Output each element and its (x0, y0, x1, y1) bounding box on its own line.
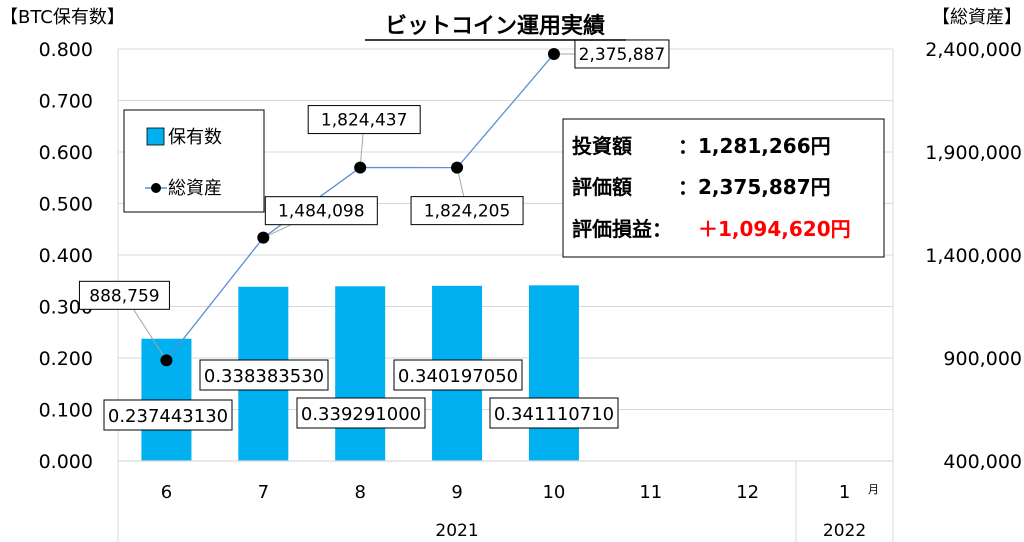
data-label-holdings: 0.339291000 (301, 404, 421, 425)
x-tick-label: 12 (736, 482, 759, 503)
marker-total-assets (160, 354, 173, 367)
right-tick-label: 1,900,000 (925, 142, 1022, 164)
bar-holdings (528, 285, 579, 461)
invest-label: 投資額 (572, 134, 632, 158)
data-label-box (410, 196, 524, 226)
left-tick-label: 0.700 (39, 91, 93, 113)
data-label-holdings: 0.338383530 (204, 366, 324, 387)
data-label-total-assets: 888,759 (89, 286, 159, 306)
marker-total-assets (451, 161, 464, 174)
chart-title: ビットコイン運用実績 (385, 13, 605, 39)
eval-label: 評価額 (572, 175, 632, 199)
legend-bar-label: 保有数 (168, 127, 222, 148)
pl-label: 評価損益： (572, 217, 672, 241)
legend-line-marker (151, 183, 161, 193)
year-label: 2021 (435, 521, 478, 541)
summary-box: 投資額 ：1,281,266円 評価額 ：2,375,887円 評価損益： ＋1… (562, 118, 885, 258)
legend: 保有数 総資産 (123, 109, 265, 213)
data-label-total-assets: 2,375,887 (579, 45, 666, 65)
data-label-box (199, 359, 329, 391)
left-tick-label: 0.000 (39, 451, 93, 473)
marker-total-assets (257, 231, 270, 244)
data-label-holdings: 0.237443130 (108, 406, 228, 427)
x-tick-label: 8 (354, 482, 365, 503)
data-label-box (103, 399, 233, 431)
summary-box-frame (562, 118, 885, 258)
data-label-box (296, 397, 426, 429)
data-label-total-assets: 1,824,205 (424, 202, 511, 222)
left-tick-label: 0.600 (39, 142, 93, 164)
left-tick-label: 0.500 (39, 194, 93, 216)
data-label-box (393, 359, 523, 391)
year-label: 2022 (823, 521, 866, 541)
left-axis-title: 【BTC保有数】 (0, 7, 125, 28)
legend-box (123, 109, 265, 213)
right-tick-label: 900,000 (943, 348, 1022, 370)
data-label-box (489, 397, 619, 429)
x-tick-label: 11 (639, 482, 662, 503)
x-tick-label: 1 (839, 482, 850, 503)
x-tick-label: 7 (258, 482, 269, 503)
x-tick-label: 10 (542, 482, 565, 503)
legend-line-label: 総資産 (168, 178, 222, 199)
pl-value: ＋1,094,620円 (698, 217, 851, 241)
x-tick-label: 6 (161, 482, 172, 503)
invest-value: ：1,281,266円 (678, 134, 831, 158)
data-label-holdings: 0.340197050 (398, 366, 518, 387)
data-label-box (78, 280, 170, 310)
right-tick-label: 400,000 (943, 451, 1022, 473)
marker-total-assets (354, 161, 367, 174)
data-label-total-assets: 1,484,098 (278, 202, 365, 222)
marker-total-assets (547, 47, 560, 60)
right-tick-label: 1,400,000 (925, 245, 1022, 267)
bar-holdings (335, 286, 386, 461)
data-label-box (264, 196, 378, 226)
left-tick-label: 0.200 (39, 348, 93, 370)
left-tick-label: 0.400 (39, 245, 93, 267)
right-tick-label: 2,400,000 (925, 39, 1022, 61)
legend-bar-swatch (146, 127, 165, 146)
data-label-box (574, 39, 670, 69)
x-tick-label: 9 (451, 482, 462, 503)
right-axis-title: 【総資産】 (932, 7, 1022, 28)
data-label-holdings: 0.341110710 (494, 404, 614, 425)
left-tick-label: 0.800 (39, 39, 93, 61)
left-tick-label: 0.100 (39, 400, 93, 422)
data-label-box (307, 105, 421, 135)
eval-value: ：2,375,887円 (678, 175, 831, 199)
month-unit: 月 (868, 483, 879, 496)
data-label-total-assets: 1,824,437 (321, 111, 408, 131)
